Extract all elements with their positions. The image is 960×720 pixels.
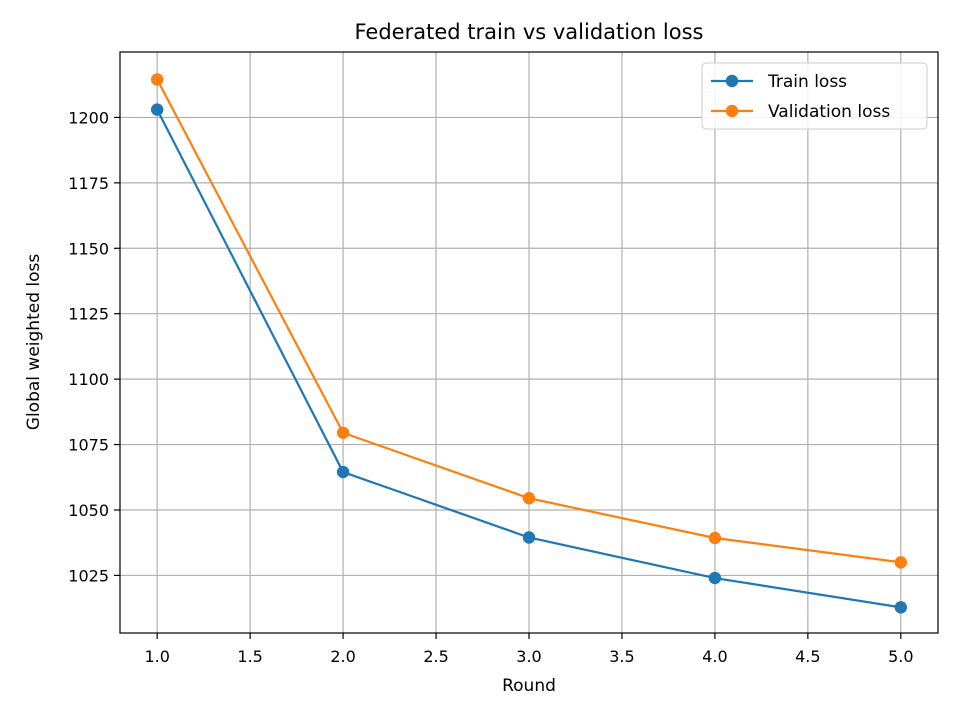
train-loss-point: [708, 571, 722, 585]
train-loss-point: [894, 601, 908, 614]
series-layer: [150, 73, 908, 614]
x-axis-label: Round: [502, 676, 556, 696]
y-tick-label: 1050: [68, 501, 109, 520]
y-axis-label: Global weighted loss: [24, 254, 44, 431]
y-tick-label: 1125: [68, 305, 109, 324]
grid: [120, 52, 938, 633]
x-tick-label: 2.5: [423, 647, 448, 666]
chart-title: Federated train vs validation loss: [355, 20, 704, 44]
x-tick-label: 3.5: [609, 647, 634, 666]
x-tick-label: 1.5: [237, 647, 262, 666]
x-tick-label: 3.0: [516, 647, 541, 666]
y-tick-label: 1175: [68, 174, 109, 193]
x-tick-label: 4.5: [795, 647, 820, 666]
validation-loss-point: [894, 556, 908, 569]
x-tick-label: 1.0: [144, 647, 169, 666]
ticks: 1.0 1.5 2.0 2.5 3.0 3.5 4.0 4.5 5.0 1025 1050 1075 1…: [68, 108, 913, 666]
train-loss-point: [522, 531, 536, 544]
validation-loss-point: [708, 531, 722, 545]
x-tick-label: 4.0: [702, 647, 727, 666]
legend-train-loss-marker: [725, 74, 739, 88]
legend: Train loss Validation loss: [701, 62, 928, 130]
y-tick-label: 1150: [68, 239, 109, 258]
y-tick-label: 1200: [68, 108, 109, 127]
validation-loss-point: [150, 73, 164, 86]
x-tick-label: 5.0: [888, 647, 913, 666]
x-tick-label: 2.0: [330, 647, 355, 666]
y-tick-label: 1075: [68, 436, 109, 455]
train-loss-point: [336, 465, 350, 479]
legend-box: [701, 62, 928, 130]
legend-validation-loss-label: Validation loss: [768, 102, 890, 122]
validation-loss-point: [336, 426, 350, 439]
legend-train-loss-label: Train loss: [767, 72, 847, 92]
train-loss-point: [150, 103, 164, 116]
y-tick-label: 1025: [68, 566, 109, 585]
validation-loss-point: [522, 492, 536, 505]
y-tick-label: 1100: [68, 370, 109, 389]
legend-validation-loss-marker: [725, 104, 739, 118]
